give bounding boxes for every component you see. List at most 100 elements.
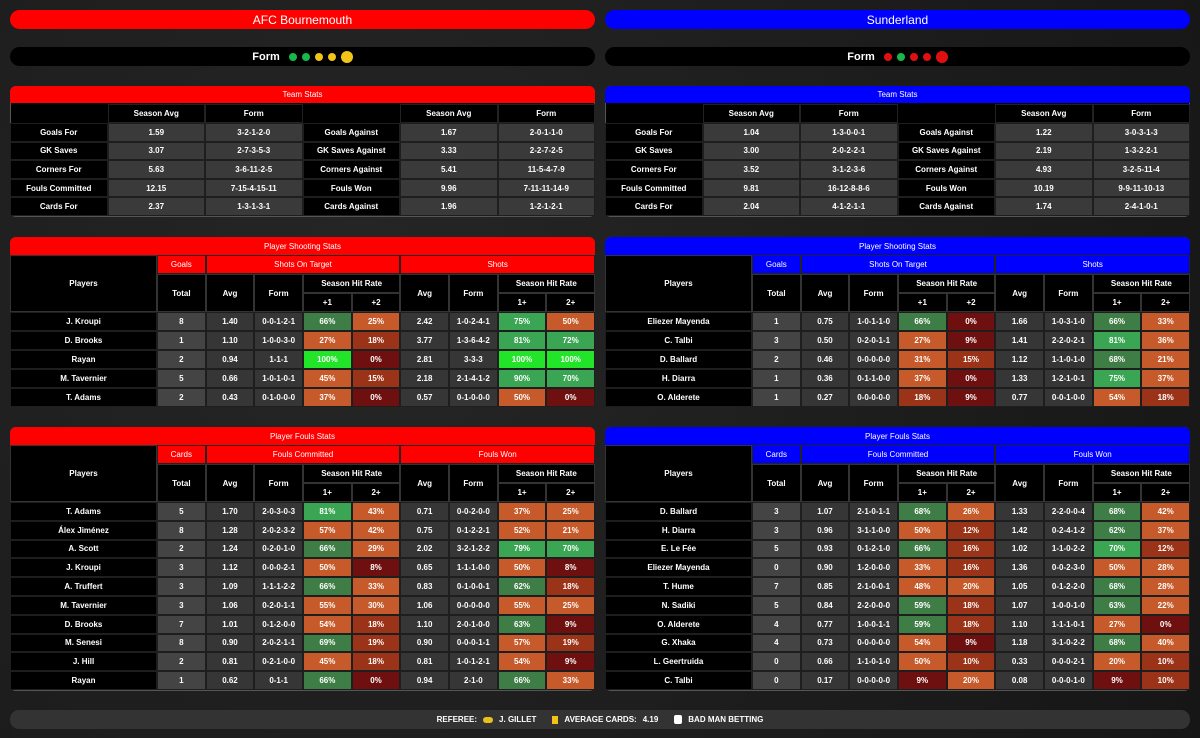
hit-rate: 68% [898,502,947,521]
stat-label: Fouls Won [897,178,995,198]
stat-value: 0-0-1-2-1 [254,312,303,331]
stat-value: 0.65 [400,558,449,578]
hit-rate: 50% [497,558,547,578]
stat-value: 0-0-0-1-0 [1044,671,1093,690]
player-name: C. Talbi [605,331,752,350]
stat-value: 3.33 [400,141,498,161]
sub-header: Form [1044,464,1093,502]
group-header: Fouls Committed [205,445,401,464]
form-label: Form [252,50,280,63]
column-header: Form [1092,104,1190,123]
stat-value: 0.50 [800,331,850,350]
hit-rate: 19% [546,633,596,653]
brand-logo [674,715,683,724]
threshold-header: 1+ [1092,293,1142,312]
threshold-header: 2+ [546,483,596,502]
hit-rate: 54% [303,614,352,634]
sub-header: Avg [400,464,449,502]
stat-value: 4 [752,633,801,653]
stat-value: 0-0-0-1-1 [449,633,498,653]
hit-rate: 63% [497,614,547,634]
group-header: Cards [752,445,801,464]
footer: REFEREE: J. GILLET AVERAGE CARDS: 4.19 B… [10,710,1190,729]
player-name: T. Hume [605,577,752,596]
group-header: Shots On Target [205,255,401,274]
stat-value: 1-3-2-2-1 [1092,141,1190,161]
stat-value: 0.96 [800,520,850,540]
stat-value: 0-0-0-0-0 [849,350,898,369]
hit-rate: 70% [1092,539,1142,559]
stat-value: 0 [752,558,801,578]
sub-header: Form [1044,274,1093,312]
stat-value: 2-0-1-1-0 [497,123,595,142]
hit-rate: 19% [351,633,401,653]
sub-header: Form [449,274,498,312]
hit-rate: 27% [303,331,352,350]
hit-rate: 33% [898,558,947,578]
hit-rate: 40% [1141,633,1191,653]
stat-value: 1-0-3-1-0 [1044,312,1093,331]
form-dot [301,52,310,61]
column-header: Form [800,104,898,123]
threshold-header: +2 [946,293,996,312]
column-header: Form [205,104,303,123]
stat-value: 0.73 [800,633,850,653]
stat-value: 1.40 [205,312,255,331]
player-name: M. Tavernier [10,369,157,388]
stat-label: Cards Against [897,197,995,216]
panel-title: Team Stats [605,86,1190,103]
player-name: Eliezer Mayenda [605,558,752,578]
stat-value: 3.07 [107,141,205,161]
group-header: Goals [157,255,206,274]
sub-header: Avg [800,274,850,312]
player-name: G. Xhaka [605,633,752,653]
stat-value: 1.67 [400,123,498,142]
stat-value: 2.42 [400,312,449,331]
hit-rate: 25% [546,502,596,521]
stat-value: 1 [157,331,206,350]
stat-value: 1 [752,388,801,407]
stat-value: 4.93 [995,160,1093,179]
hit-rate: 33% [546,671,596,690]
player-name: J. Hill [10,652,157,672]
hit-rate: 20% [1092,652,1142,672]
hit-rate: 25% [546,596,596,615]
stat-value: 0-2-1-0-0 [254,652,303,672]
hit-rate: 15% [351,369,401,388]
column-header: Form [497,104,595,123]
hit-rate: 9% [946,388,996,407]
hit-rate: 25% [351,312,401,331]
stat-value: 1-0-2-4-1 [449,312,498,331]
hit-rate: 57% [303,520,352,540]
hit-rate: 66% [497,671,547,690]
stat-value: 1.06 [205,596,255,615]
sub-header: Season Hit Rate [303,464,401,483]
sub-header: Form [449,464,498,502]
stat-value: 8 [157,520,206,540]
stat-value: 5 [752,596,801,615]
stat-value: 0-2-4-1-2 [1044,520,1093,540]
stat-value: 0.90 [400,633,449,653]
players-header: Players [605,445,752,502]
hit-rate: 50% [898,652,947,672]
stat-value: 2-2-0-2-1 [1044,331,1093,350]
sub-header: Season Hit Rate [898,274,996,293]
player-name: O. Alderete [605,614,752,634]
player-name: J. Kroupi [10,558,157,578]
hit-rate: 100% [497,350,547,369]
hit-rate: 66% [303,312,352,331]
sub-header: Season Hit Rate [497,464,596,483]
sub-header: Avg [205,464,255,502]
player-name: Rayan [10,671,157,690]
hit-rate: 81% [1092,331,1142,350]
player-name: H. Diarra [605,520,752,540]
stat-label: Fouls Committed [10,178,108,198]
column-header: Season Avg [702,104,800,123]
hit-rate: 66% [1092,312,1142,331]
hit-rate: 59% [898,596,947,615]
hit-rate: 8% [546,558,596,578]
hit-rate: 55% [303,596,352,615]
player-name: M. Senesi [10,633,157,653]
hit-rate: 55% [497,596,547,615]
